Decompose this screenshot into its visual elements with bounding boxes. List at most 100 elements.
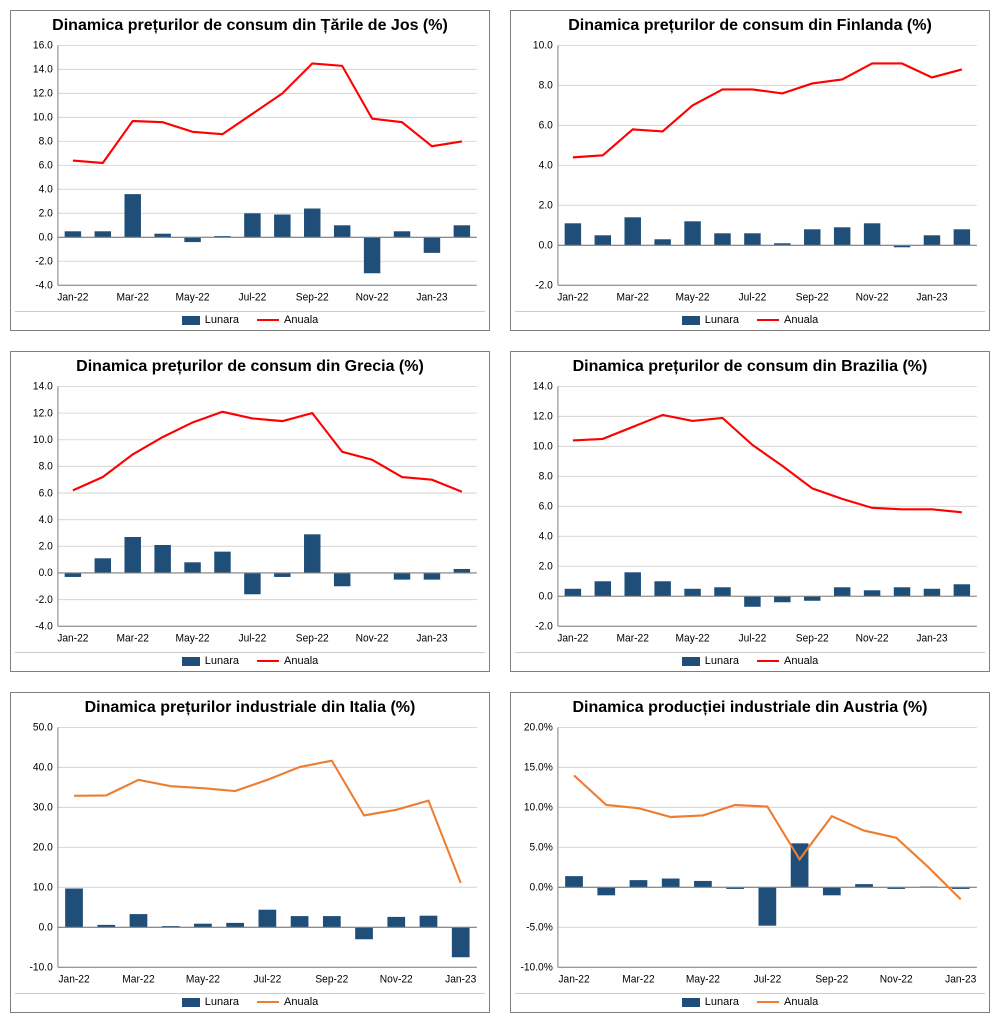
legend-label-bar: Lunara: [705, 314, 739, 326]
legend-item-bar: Lunara: [682, 655, 739, 667]
svg-text:12.0: 12.0: [533, 410, 553, 422]
svg-text:14.0: 14.0: [33, 380, 53, 392]
svg-text:-10.0%: -10.0%: [520, 961, 552, 973]
svg-text:2.0: 2.0: [39, 540, 53, 552]
legend-label-bar: Lunara: [205, 314, 239, 326]
legend-swatch-line: [257, 660, 279, 662]
svg-text:Sep-22: Sep-22: [815, 973, 848, 985]
svg-text:Mar-22: Mar-22: [622, 973, 654, 985]
legend-swatch-bar: [682, 998, 700, 1007]
svg-text:Mar-22: Mar-22: [617, 632, 649, 644]
svg-text:4.0: 4.0: [539, 159, 553, 171]
chart-panel-brazil: Dinamica prețurilor de consum din Brazil…: [510, 351, 990, 672]
svg-text:Mar-22: Mar-22: [617, 291, 649, 303]
legend-swatch-line: [757, 1001, 779, 1003]
legend-swatch-bar: [182, 998, 200, 1007]
svg-text:Jan-23: Jan-23: [445, 973, 476, 985]
legend: Lunara Anuala: [515, 311, 985, 326]
svg-text:6.0: 6.0: [39, 487, 53, 499]
svg-text:Jan-23: Jan-23: [945, 973, 976, 985]
svg-text:12.0: 12.0: [33, 87, 53, 99]
svg-text:Jul-22: Jul-22: [239, 291, 267, 303]
svg-text:Jan-22: Jan-22: [557, 632, 588, 644]
legend-label-bar: Lunara: [705, 996, 739, 1008]
legend-swatch-line: [257, 1001, 279, 1003]
legend-item-line: Anuala: [757, 314, 818, 326]
svg-text:-4.0: -4.0: [35, 279, 53, 291]
svg-text:12.0: 12.0: [33, 407, 53, 419]
svg-text:40.0: 40.0: [33, 761, 53, 773]
svg-text:20.0%: 20.0%: [524, 721, 553, 733]
svg-text:14.0: 14.0: [33, 63, 53, 75]
legend-label-bar: Lunara: [705, 655, 739, 667]
svg-text:6.0: 6.0: [539, 500, 553, 512]
svg-text:-2.0: -2.0: [535, 620, 553, 632]
svg-text:4.0: 4.0: [39, 183, 53, 195]
svg-text:0.0: 0.0: [539, 590, 553, 602]
svg-text:Nov-22: Nov-22: [856, 291, 889, 303]
svg-text:Jul-22: Jul-22: [739, 632, 767, 644]
svg-text:Jul-22: Jul-22: [739, 291, 767, 303]
svg-text:-2.0: -2.0: [35, 255, 53, 267]
svg-text:Jan-22: Jan-22: [557, 291, 588, 303]
legend-swatch-bar: [182, 657, 200, 666]
svg-text:Mar-22: Mar-22: [117, 291, 149, 303]
svg-text:May-22: May-22: [176, 291, 210, 303]
svg-text:Jul-22: Jul-22: [239, 632, 267, 644]
chart-panel-netherlands: Dinamica prețurilor de consum din Țările…: [10, 10, 490, 331]
svg-text:Jan-23: Jan-23: [416, 632, 447, 644]
svg-text:May-22: May-22: [676, 632, 710, 644]
legend-item-bar: Lunara: [182, 655, 239, 667]
svg-text:0.0: 0.0: [39, 231, 53, 243]
svg-text:May-22: May-22: [176, 632, 210, 644]
chart-panel-austria: Dinamica producției industriale din Aust…: [510, 692, 990, 1013]
svg-text:Mar-22: Mar-22: [117, 632, 149, 644]
svg-text:Nov-22: Nov-22: [856, 632, 889, 644]
legend-item-bar: Lunara: [682, 314, 739, 326]
legend: LunaraAnuala: [515, 652, 985, 667]
svg-text:50.0: 50.0: [33, 721, 53, 733]
legend-label-line: Anuala: [284, 314, 318, 326]
legend-label-line: Anuala: [784, 996, 818, 1008]
svg-text:-5.0%: -5.0%: [526, 921, 553, 933]
chart-panel-finland: Dinamica prețurilor de consum din Finlan…: [510, 10, 990, 331]
legend-item-bar: Lunara: [182, 996, 239, 1008]
legend-swatch-bar: [682, 657, 700, 666]
legend: Lunara Anuala: [515, 993, 985, 1008]
svg-text:Jul-22: Jul-22: [753, 973, 781, 985]
svg-text:10.0: 10.0: [33, 111, 53, 123]
svg-text:8.0: 8.0: [39, 135, 53, 147]
legend-label-line: Anuala: [784, 314, 818, 326]
svg-text:Jan-23: Jan-23: [416, 291, 447, 303]
chart-title: Dinamica producției industriale din Aust…: [515, 699, 985, 717]
svg-text:14.0: 14.0: [533, 380, 553, 392]
legend-label-bar: Lunara: [205, 655, 239, 667]
chart-panel-greece: Dinamica prețurilor de consum din Grecia…: [10, 351, 490, 672]
plot-area: -2.00.02.04.06.08.010.012.014.0Jan-22Mar…: [515, 380, 985, 650]
legend-label-line: Anuala: [284, 996, 318, 1008]
svg-text:8.0: 8.0: [539, 470, 553, 482]
legend-item-line: Anuala: [257, 996, 318, 1008]
svg-text:-2.0: -2.0: [535, 279, 553, 291]
svg-text:6.0: 6.0: [39, 159, 53, 171]
chart-panel-italy: Dinamica prețurilor industriale din Ital…: [10, 692, 490, 1013]
svg-text:Jan-23: Jan-23: [916, 632, 947, 644]
plot-area: -10.0%-5.0%0.0%5.0%10.0%15.0%20.0%Jan-22…: [515, 721, 985, 991]
svg-text:May-22: May-22: [186, 973, 220, 985]
svg-text:Jan-23: Jan-23: [916, 291, 947, 303]
svg-text:Mar-22: Mar-22: [122, 973, 154, 985]
legend-swatch-line: [757, 319, 779, 321]
svg-text:Sep-22: Sep-22: [296, 632, 329, 644]
svg-text:Jan-22: Jan-22: [58, 973, 89, 985]
svg-text:10.0: 10.0: [33, 881, 53, 893]
chart-title: Dinamica prețurilor industriale din Ital…: [15, 699, 485, 717]
svg-text:2.0: 2.0: [39, 207, 53, 219]
svg-text:8.0: 8.0: [539, 79, 553, 91]
plot-area: -10.00.010.020.030.040.050.0Jan-22Mar-22…: [15, 721, 485, 991]
svg-text:10.0: 10.0: [533, 39, 553, 51]
svg-text:Nov-22: Nov-22: [380, 973, 413, 985]
legend-item-line: Anuala: [257, 655, 318, 667]
svg-text:0.0: 0.0: [39, 567, 53, 579]
legend-swatch-line: [257, 319, 279, 321]
svg-text:2.0: 2.0: [539, 199, 553, 211]
